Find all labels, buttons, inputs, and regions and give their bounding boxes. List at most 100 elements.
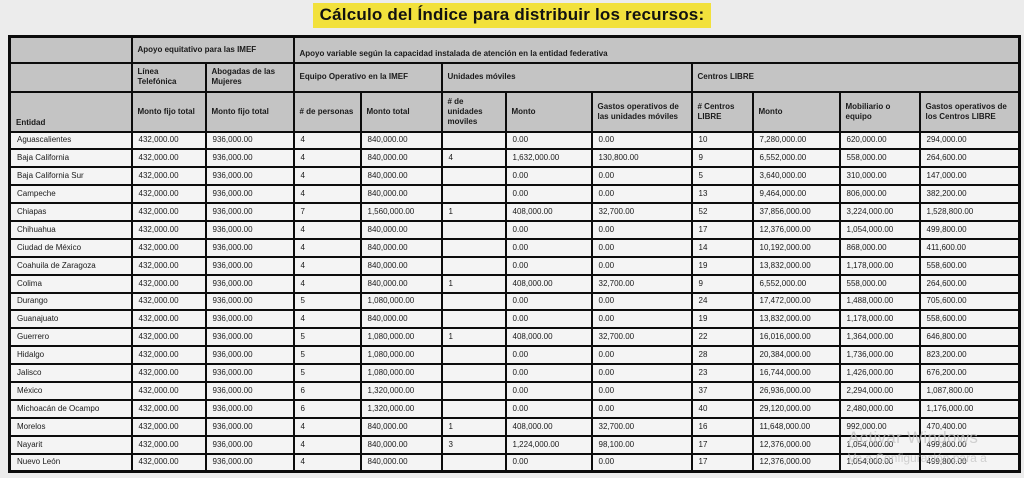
- value-cell: 17,472,000.00: [751, 291, 841, 312]
- value-cell: 936,000.00: [204, 416, 295, 437]
- header-group-apoyo-equitativo: Apoyo equitativo para las IMEF: [130, 35, 295, 64]
- value-cell: 0.00: [590, 219, 693, 240]
- value-cell: 4: [292, 130, 362, 151]
- header-subgroup-abogadas: Abogadas de las Mujeres: [204, 61, 295, 93]
- entity-cell: Michoacán de Ocampo: [8, 398, 133, 419]
- header-subgroup-linea-telefonica: Línea Telefónica: [130, 61, 207, 93]
- value-cell: 1,528,800.00: [918, 202, 1021, 222]
- value-cell: 1,080,000.00: [359, 327, 443, 348]
- value-cell: 840,000.00: [359, 416, 443, 437]
- header-row-columns: Entidad Monto fijo total Monto fijo tota…: [8, 90, 1021, 133]
- value-cell: 1,178,000.00: [838, 309, 921, 330]
- header-subgroup-centros-libre: Centros LIBRE: [690, 61, 1021, 93]
- entity-cell: Colima: [8, 273, 133, 294]
- column-header-num-centros: # Centros LIBRE: [690, 90, 754, 133]
- value-cell: 0.00: [504, 363, 593, 383]
- value-cell: 1,224,000.00: [504, 434, 593, 455]
- table-row: Nuevo León 432,000.00 936,000.00 4 840,000.0…: [8, 452, 1021, 473]
- value-cell: [440, 219, 507, 240]
- value-cell: 2,294,000.00: [838, 380, 921, 401]
- value-cell: 1,632,000.00: [504, 148, 593, 169]
- value-cell: 1,080,000.00: [359, 291, 443, 312]
- value-cell: 1,560,000.00: [359, 202, 443, 222]
- value-cell: 1,364,000.00: [838, 327, 921, 348]
- value-cell: 1,054,000.00: [838, 452, 921, 473]
- table-row: México 432,000.00 936,000.00 6 1,320,000.00 0…: [8, 380, 1021, 401]
- value-cell: 12,376,000.00: [751, 452, 841, 473]
- value-cell: 840,000.00: [359, 166, 443, 187]
- header-subgroup-equipo-operativo: Equipo Operativo en la IMEF: [292, 61, 443, 93]
- value-cell: 0.00: [590, 363, 693, 383]
- entity-cell: Chihuahua: [8, 219, 133, 240]
- value-cell: 1,320,000.00: [359, 398, 443, 419]
- value-cell: 0.00: [590, 291, 693, 312]
- column-header-num-unidades: # de unidades moviles: [440, 90, 507, 133]
- value-cell: 4: [292, 434, 362, 455]
- entity-cell: México: [8, 380, 133, 401]
- value-cell: 5: [292, 291, 362, 312]
- value-cell: 13,832,000.00: [751, 255, 841, 276]
- value-cell: 840,000.00: [359, 237, 443, 258]
- value-cell: 1: [440, 416, 507, 437]
- value-cell: 432,000.00: [130, 219, 207, 240]
- entity-cell: Ciudad de México: [8, 237, 133, 258]
- value-cell: 23: [690, 363, 754, 383]
- value-cell: 310,000.00: [838, 166, 921, 187]
- value-cell: 32,700.00: [590, 327, 693, 348]
- value-cell: 22: [690, 327, 754, 348]
- value-cell: 5: [292, 345, 362, 366]
- value-cell: 0.00: [590, 184, 693, 205]
- value-cell: 1,176,000.00: [918, 398, 1021, 419]
- value-cell: 0.00: [590, 398, 693, 419]
- header-subgroup-unidades-moviles: Unidades móviles: [440, 61, 693, 93]
- value-cell: 17: [690, 219, 754, 240]
- value-cell: 4: [292, 148, 362, 169]
- value-cell: 936,000.00: [204, 434, 295, 455]
- value-cell: 16: [690, 416, 754, 437]
- value-cell: 5: [690, 166, 754, 187]
- value-cell: 3,640,000.00: [751, 166, 841, 187]
- value-cell: 0.00: [590, 237, 693, 258]
- value-cell: 26,936,000.00: [751, 380, 841, 401]
- value-cell: 4: [292, 273, 362, 294]
- value-cell: [440, 452, 507, 473]
- value-cell: 6,552,000.00: [751, 148, 841, 169]
- value-cell: 2,480,000.00: [838, 398, 921, 419]
- value-cell: 1,488,000.00: [838, 291, 921, 312]
- value-cell: 4: [292, 255, 362, 276]
- value-cell: 1,087,800.00: [918, 380, 1021, 401]
- column-header-monto-unidades: Monto: [504, 90, 593, 133]
- value-cell: 0.00: [504, 219, 593, 240]
- entity-cell: Nuevo León: [8, 452, 133, 473]
- value-cell: 840,000.00: [359, 255, 443, 276]
- entity-cell: Durango: [8, 291, 133, 312]
- entity-cell: Guerrero: [8, 327, 133, 348]
- value-cell: 558,000.00: [838, 148, 921, 169]
- table-row: Guanajuato 432,000.00 936,000.00 4 840,000.0…: [8, 309, 1021, 330]
- value-cell: 470,400.00: [918, 416, 1021, 437]
- value-cell: 432,000.00: [130, 345, 207, 366]
- value-cell: [440, 291, 507, 312]
- value-cell: 936,000.00: [204, 202, 295, 222]
- value-cell: 9: [690, 148, 754, 169]
- entity-cell: Baja California: [8, 148, 133, 169]
- value-cell: 3,224,000.00: [838, 202, 921, 222]
- value-cell: [440, 363, 507, 383]
- value-cell: 28: [690, 345, 754, 366]
- value-cell: 936,000.00: [204, 327, 295, 348]
- value-cell: 17: [690, 434, 754, 455]
- value-cell: 5: [292, 363, 362, 383]
- value-cell: 4: [292, 219, 362, 240]
- value-cell: 4: [292, 166, 362, 187]
- value-cell: 432,000.00: [130, 202, 207, 222]
- value-cell: 11,648,000.00: [751, 416, 841, 437]
- entity-cell: Nayarit: [8, 434, 133, 455]
- value-cell: 0.00: [504, 255, 593, 276]
- value-cell: [440, 166, 507, 187]
- page-title: Cálculo del Índice para distribuir los r…: [312, 3, 712, 28]
- value-cell: 432,000.00: [130, 184, 207, 205]
- value-cell: 936,000.00: [204, 398, 295, 419]
- value-cell: 558,600.00: [918, 255, 1021, 276]
- title-bar: Cálculo del Índice para distribuir los r…: [0, 3, 1024, 28]
- value-cell: 4: [292, 309, 362, 330]
